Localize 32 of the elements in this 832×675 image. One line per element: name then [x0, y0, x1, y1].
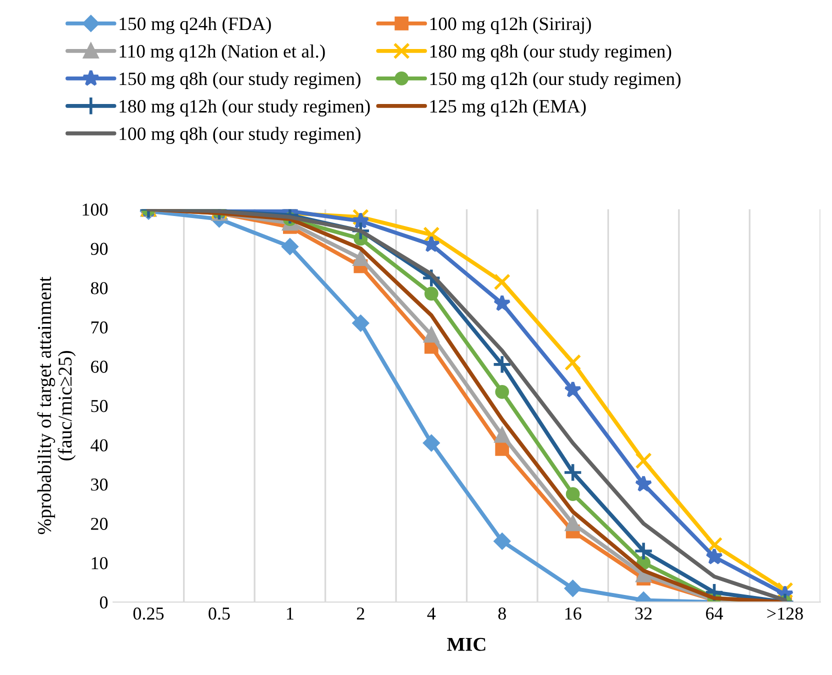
legend-label: 150 mg q12h (our study regimen)	[430, 72, 681, 90]
x-axis-title: MIC	[447, 638, 486, 651]
x-tick-label: 16	[565, 608, 582, 620]
x-tick-label: 64	[706, 608, 724, 620]
x-tick-label: 1	[287, 608, 294, 620]
x-tick-label: 2	[356, 608, 364, 620]
x-tick-label: 4	[427, 608, 436, 620]
legend-label: 110 mg q12h (Nation et al.)	[120, 44, 325, 62]
y-tick-label: 60	[91, 360, 108, 373]
legend-label: 150 mg q8h (our study regimen)	[120, 72, 360, 90]
y-tick-label: 10	[92, 557, 108, 570]
legend-label: 100 mg q12h (Siriraj)	[430, 16, 591, 34]
legend-label: 125 mg q12h (EMA)	[430, 99, 586, 116]
y-tick-label: 0	[100, 596, 108, 609]
x-tick-label: 0.25	[133, 607, 164, 620]
x-tick-label: 8	[498, 607, 506, 620]
legend-label: 100 mg q8h (our study regimen)	[120, 126, 360, 144]
y-axis-title: %probability of target attainment (fauc/mic≥25)	[37, 276, 76, 534]
y-tick-label: 100	[82, 204, 108, 216]
legend-label: 180 mg q12h (our study regimen)	[120, 99, 370, 116]
y-tick-label: 90	[90, 242, 108, 255]
y-tick-label: 40	[90, 439, 108, 452]
y-tick-label: 70	[91, 321, 108, 334]
x-tick-label: >128	[767, 607, 803, 620]
y-tick-label: 80	[90, 282, 108, 294]
x-tick-label: 0.5	[208, 607, 230, 620]
y-tick-label: 50	[91, 400, 108, 412]
legend-label: 150 mg q24h (FDA)	[120, 16, 271, 34]
y-tick-label: 30	[91, 478, 108, 491]
y-tick-label: 20	[91, 518, 108, 530]
legend-label: 180 mg q8h (our study regimen)	[430, 44, 672, 62]
x-tick-label: 32	[635, 608, 652, 620]
